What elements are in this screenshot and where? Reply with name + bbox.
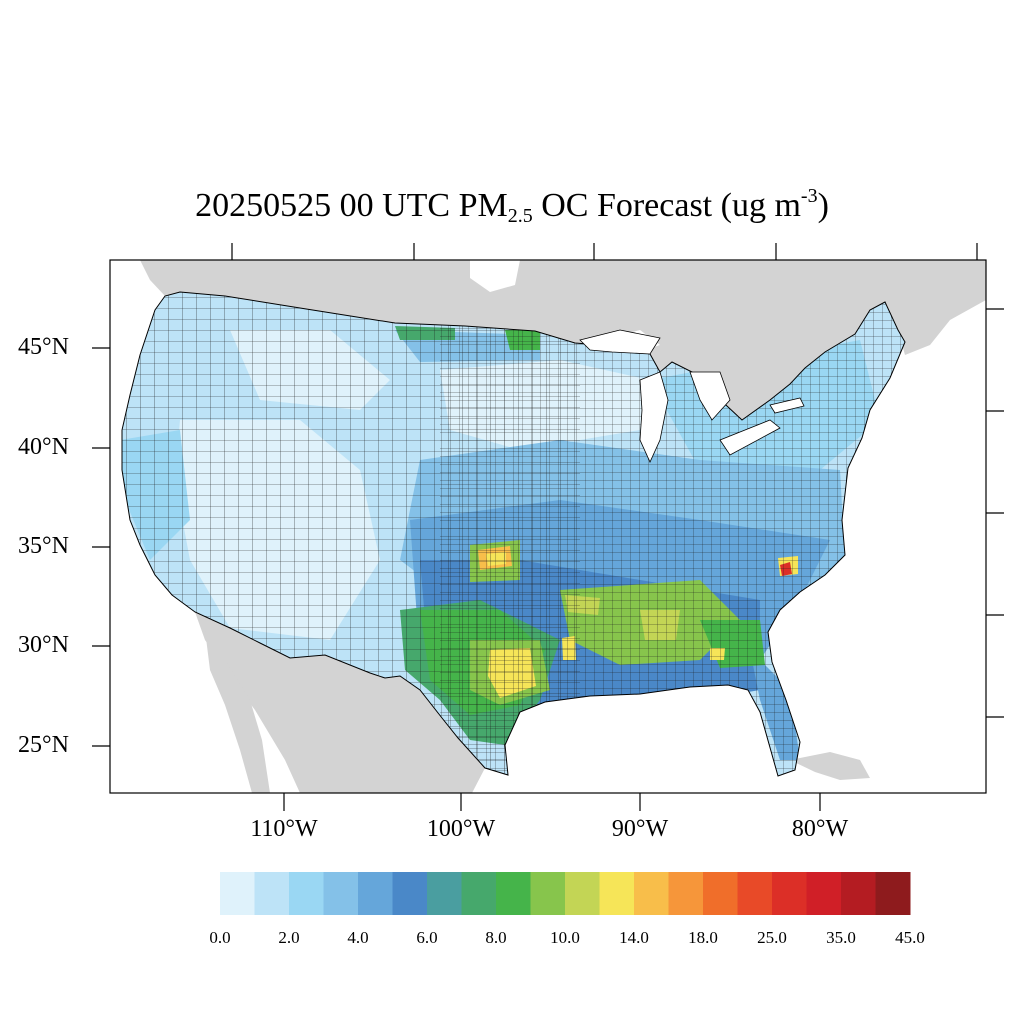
colorbar-swatch-9: [530, 872, 566, 915]
colorbar-label-5: 10.0: [550, 928, 580, 947]
lake-ontario: [769, 397, 805, 414]
map-geography: [121, 260, 986, 793]
lat-label-40: 40°N: [18, 434, 69, 460]
baja-landmass: [205, 630, 270, 793]
colorbar-label-9: 35.0: [826, 928, 856, 947]
lon-label-100: 100°W: [426, 816, 496, 842]
lat-label-35: 35°N: [18, 533, 69, 559]
colorbar-swatch-2: [289, 872, 324, 915]
colorbar-swatch-5: [392, 872, 428, 915]
bottom-ticks: [283, 793, 821, 811]
colorbar-swatch-8: [496, 872, 531, 915]
colorbar-swatch-14: [703, 872, 738, 915]
colorbar-label-2: 4.0: [347, 928, 369, 947]
right-ticks: [986, 308, 1004, 718]
cuba-landmass: [790, 752, 870, 780]
title-prefix: 20250525 00 UTC PM: [195, 187, 508, 224]
colorbar-swatch-10: [565, 872, 600, 915]
colorbar: [220, 872, 911, 915]
colorbar-swatch-4: [358, 872, 393, 915]
colorbar-swatch-12: [634, 872, 669, 915]
colorbar-label-1: 2.0: [278, 928, 300, 947]
lon-label-110: 110°W: [250, 816, 318, 842]
colorbar-label-4: 8.0: [485, 928, 507, 947]
title-middle: OC Forecast (ug m: [532, 187, 801, 224]
map-frame: [109, 259, 987, 794]
colorbar-label-8: 25.0: [757, 928, 787, 947]
colorbar-swatch-19: [875, 872, 911, 915]
colorbar-swatch-17: [806, 872, 842, 915]
colorbar-swatch-15: [737, 872, 773, 915]
colorbar-swatch-0: [220, 872, 255, 915]
colorbar-label-3: 6.0: [416, 928, 438, 947]
colorbar-swatch-13: [668, 872, 704, 915]
colorbar-swatch-3: [323, 872, 359, 915]
left-ticks: [92, 347, 110, 747]
colorbar-label-10: 45.0: [895, 928, 925, 947]
lat-label-45: 45°N: [18, 334, 69, 360]
mexico-landmass: [195, 612, 485, 793]
map-title: 20250525 00 UTC PM2.5 OC Forecast (ug m-…: [0, 186, 1024, 226]
colorbar-label-6: 14.0: [619, 928, 649, 947]
lon-label-90: 90°W: [611, 816, 669, 842]
lake-huron: [689, 371, 731, 421]
canada-landmass: [140, 260, 986, 420]
top-ticks: [231, 243, 978, 260]
colorbar-label-0: 0.0: [209, 928, 231, 947]
lat-label-30: 30°N: [18, 632, 69, 658]
colorbar-label-7: 18.0: [688, 928, 718, 947]
lake-erie: [719, 419, 781, 456]
title-suffix: ): [817, 187, 829, 224]
lon-label-80: 80°W: [791, 816, 849, 842]
colorbar-swatch-1: [254, 872, 290, 915]
lat-label-25: 25°N: [18, 732, 69, 758]
lake-superior: [579, 329, 661, 355]
colorbar-swatch-6: [427, 872, 462, 915]
colorbar-swatch-11: [599, 872, 635, 915]
title-subscript: 2.5: [507, 205, 533, 227]
title-superscript: -3: [800, 185, 818, 207]
hudson-water: [470, 260, 520, 292]
colorbar-swatch-16: [772, 872, 807, 915]
lake-michigan: [639, 371, 669, 463]
colorbar-swatch-18: [841, 872, 876, 915]
colorbar-swatch-7: [461, 872, 497, 915]
